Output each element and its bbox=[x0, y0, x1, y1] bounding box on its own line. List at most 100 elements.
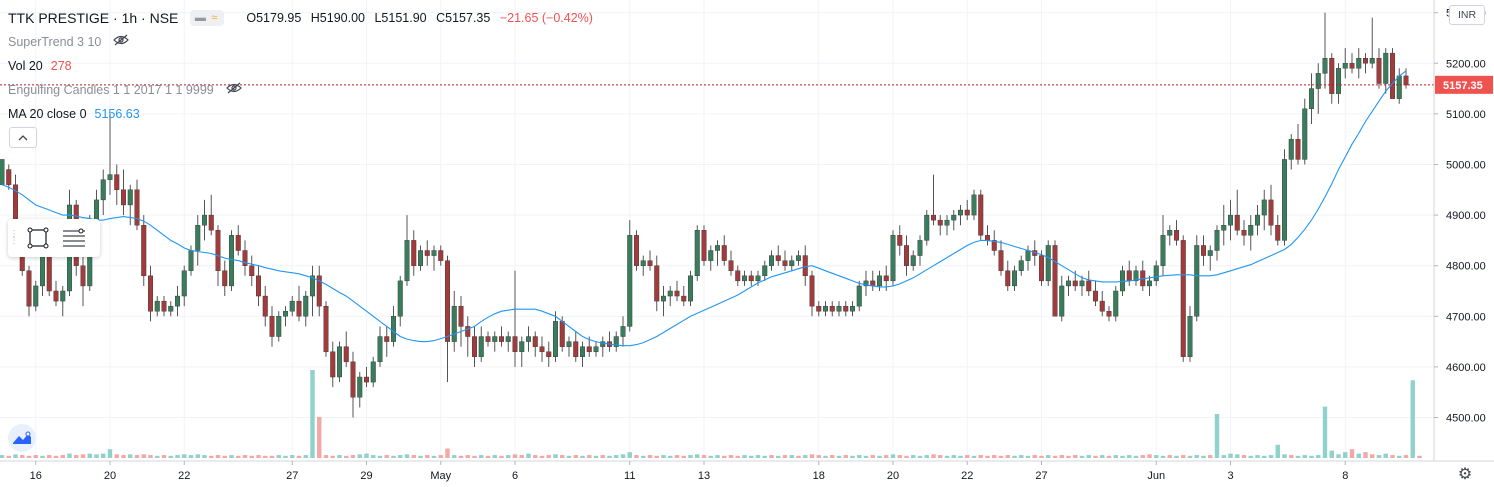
volume-bar bbox=[897, 455, 902, 458]
indicator-row-engulfing[interactable]: Engulfing Candles 1 1 2017 1 1 9999 bbox=[8, 78, 599, 102]
volume-bar bbox=[1241, 455, 1247, 458]
candle-body bbox=[418, 250, 424, 266]
candle bbox=[1315, 63, 1321, 114]
volume-bar bbox=[1302, 455, 1307, 458]
lines-tool-icon[interactable] bbox=[56, 220, 92, 256]
candle bbox=[1248, 215, 1254, 251]
currency-badge[interactable]: INR bbox=[1449, 5, 1485, 25]
indicator-value: 5156.63 bbox=[94, 107, 140, 121]
candle bbox=[1389, 48, 1395, 99]
time-tick-label: 6 bbox=[512, 470, 518, 482]
indicator-row-supertrend[interactable]: SuperTrend 3 10 bbox=[8, 30, 599, 54]
candle-body bbox=[991, 240, 997, 251]
candle bbox=[323, 301, 329, 357]
candle bbox=[303, 290, 309, 327]
gear-icon[interactable]: ⚙ bbox=[1457, 466, 1473, 483]
indicator-row-ma[interactable]: MA 20 close 0 5156.63 bbox=[8, 102, 599, 126]
tradingview-logo-icon[interactable] bbox=[8, 424, 36, 452]
eye-off-icon[interactable] bbox=[225, 78, 242, 102]
candle bbox=[1194, 235, 1200, 322]
volume-bar bbox=[769, 455, 774, 458]
candle bbox=[1106, 306, 1112, 322]
candle-body bbox=[1362, 57, 1368, 64]
candle-body bbox=[114, 174, 120, 190]
time-axis[interactable]: 16 20 22 27 29 May 6 11 13 18 20 22 27 Jun 3 8 bbox=[0, 460, 1494, 482]
volume-bar bbox=[836, 455, 842, 458]
candle bbox=[1045, 240, 1051, 286]
volume-bar bbox=[1336, 454, 1341, 458]
candle-body bbox=[249, 265, 255, 277]
volume-bar bbox=[303, 455, 308, 458]
candle bbox=[1099, 290, 1105, 317]
candle-body bbox=[343, 346, 349, 363]
volume-bar bbox=[701, 455, 707, 458]
volume-bar bbox=[674, 455, 680, 458]
volume-bar bbox=[6, 455, 11, 458]
candle bbox=[195, 215, 201, 266]
rectangle-tool-icon[interactable] bbox=[20, 220, 56, 256]
candle bbox=[600, 336, 606, 357]
volume-bar bbox=[101, 453, 106, 458]
symbol-title[interactable]: TTK PRESTIGE · 1h · NSE bbox=[8, 10, 179, 26]
candle bbox=[249, 255, 255, 286]
volume-bar bbox=[654, 455, 659, 458]
price-axis[interactable]: 4500.00 4600.00 4700.00 4800.00 4900.00 5000.… bbox=[1433, 0, 1494, 487]
candle-body bbox=[1059, 285, 1065, 317]
candle-body bbox=[1086, 280, 1092, 292]
price-tick-label: 4900.00 bbox=[1446, 210, 1486, 222]
volume-bar bbox=[94, 454, 99, 458]
candle bbox=[1153, 260, 1159, 286]
volume-bar bbox=[128, 454, 133, 458]
candle bbox=[701, 225, 707, 266]
candle bbox=[998, 240, 1004, 276]
candle bbox=[742, 270, 748, 286]
drag-handle-icon[interactable]: ⋮ ⋮ bbox=[9, 229, 19, 246]
candle-body bbox=[1288, 138, 1294, 160]
volume-bar bbox=[371, 455, 376, 458]
candle bbox=[357, 371, 363, 408]
volume-bar bbox=[1032, 455, 1037, 458]
volume-bar bbox=[803, 455, 808, 458]
candle bbox=[607, 331, 613, 352]
candle bbox=[897, 225, 903, 256]
eye-off-icon[interactable] bbox=[113, 30, 130, 54]
candle bbox=[492, 331, 498, 352]
dash-icon: ▬ bbox=[194, 12, 206, 24]
candle-body bbox=[674, 290, 680, 297]
candle-body bbox=[998, 250, 1004, 271]
candle bbox=[1349, 53, 1355, 74]
candle-body bbox=[1025, 250, 1031, 261]
volume-bar bbox=[573, 455, 578, 458]
candle bbox=[350, 351, 356, 418]
candle-body bbox=[1160, 235, 1166, 266]
candle-body bbox=[1079, 280, 1085, 287]
candle-body bbox=[1396, 75, 1402, 99]
volume-bar bbox=[1208, 455, 1213, 458]
volume-bar bbox=[148, 455, 153, 458]
candle-body bbox=[850, 305, 856, 312]
candle-body bbox=[856, 285, 862, 307]
candle-body bbox=[964, 209, 970, 216]
candle-body bbox=[1200, 245, 1206, 256]
candle-body bbox=[863, 280, 869, 287]
candle bbox=[715, 240, 721, 266]
candle bbox=[60, 285, 66, 317]
candle-body bbox=[937, 219, 943, 226]
last-price-badge bbox=[1435, 75, 1493, 94]
volume-bar bbox=[1417, 455, 1422, 458]
price-tick-label: 5100.00 bbox=[1446, 109, 1486, 121]
volume-bar bbox=[809, 454, 815, 458]
volume-bar bbox=[202, 455, 207, 458]
candle bbox=[1234, 189, 1240, 236]
collapse-chevron-icon[interactable] bbox=[9, 127, 37, 148]
candle-body bbox=[877, 275, 883, 287]
candle-body bbox=[262, 295, 268, 317]
candle-body bbox=[735, 270, 741, 282]
candle bbox=[1369, 17, 1375, 69]
candle bbox=[154, 296, 160, 317]
indicator-row-volume[interactable]: Vol 20 278 bbox=[8, 54, 599, 78]
volume-bar bbox=[1397, 455, 1402, 458]
candle bbox=[863, 270, 869, 297]
volume-bar bbox=[26, 455, 32, 458]
